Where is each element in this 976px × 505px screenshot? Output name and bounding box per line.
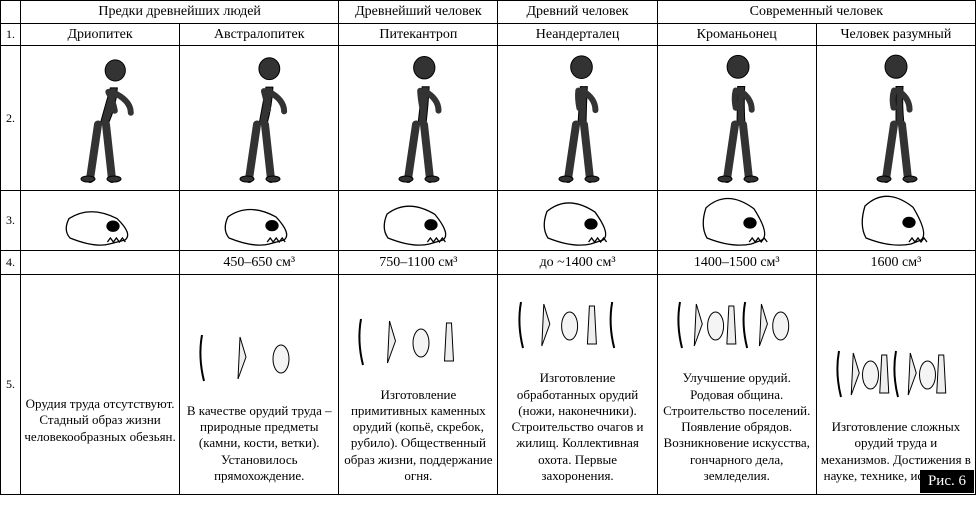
hominid-icon <box>533 53 623 183</box>
corner-cell <box>1 1 21 24</box>
row-num-1: 1. <box>1 23 21 46</box>
description-4: Улучшение орудий. Родовая община. Строит… <box>657 275 816 495</box>
description-5: Изготовление сложных орудий труда и меха… <box>816 275 975 495</box>
volume-3: до ~1400 см³ <box>498 251 657 275</box>
species-4: Кроманьонец <box>657 23 816 46</box>
tools-icon <box>194 327 324 389</box>
skull-icon <box>55 194 145 248</box>
group-1: Древнейший человек <box>339 1 498 24</box>
evolution-table: Предки древнейших людейДревнейший челове… <box>0 0 976 495</box>
group-3: Современный человек <box>657 1 975 24</box>
species-3: Неандерталец <box>498 23 657 46</box>
hominid-icon <box>373 53 463 183</box>
description-3: Изготовление обработанных орудий (ножи, … <box>498 275 657 495</box>
skull-0 <box>21 191 180 251</box>
description-text-2: Изготовление примитивных каменных орудий… <box>342 387 494 485</box>
hominid-icon <box>55 53 145 183</box>
hominid-icon <box>214 53 304 183</box>
skull-row: 3. <box>1 191 976 251</box>
description-0: Орудия труда отсутствуют. Стадный образ … <box>21 275 180 495</box>
volume-2: 750–1100 см³ <box>339 251 498 275</box>
volume-row: 4. 450–650 см³750–1100 см³до ~1400 см³14… <box>1 251 976 275</box>
figure-row: 2. <box>1 46 976 191</box>
row-num-3: 3. <box>1 191 21 251</box>
volume-4: 1400–1500 см³ <box>657 251 816 275</box>
figure-2 <box>339 46 498 191</box>
group-0: Предки древнейших людей <box>21 1 339 24</box>
volume-0 <box>21 251 180 275</box>
header-group-row: Предки древнейших людейДревнейший челове… <box>1 1 976 24</box>
description-text-1: В качестве орудий труда – природные пред… <box>183 403 335 484</box>
skull-icon <box>373 194 463 248</box>
row-num-4: 4. <box>1 251 21 275</box>
skull-5 <box>816 191 975 251</box>
skull-2 <box>339 191 498 251</box>
figure-4 <box>657 46 816 191</box>
tools-icon <box>513 294 643 356</box>
description-text-4: Улучшение орудий. Родовая община. Строит… <box>661 370 813 484</box>
skull-icon <box>533 194 623 248</box>
skull-3 <box>498 191 657 251</box>
tools-icon <box>672 294 802 356</box>
volume-1: 450–650 см³ <box>180 251 339 275</box>
figure-5 <box>816 46 975 191</box>
row-num-5: 5. <box>1 275 21 495</box>
species-0: Дриопитек <box>21 23 180 46</box>
description-2: Изготовление примитивных каменных орудий… <box>339 275 498 495</box>
figure-1 <box>180 46 339 191</box>
figure-label: Рис. 6 <box>920 470 974 493</box>
tools-icon <box>831 343 961 405</box>
description-text-0: Орудия труда отсутствуют. Стадный образ … <box>24 396 176 445</box>
figure-3 <box>498 46 657 191</box>
skull-icon <box>692 194 782 248</box>
description-1: В качестве орудий труда – природные пред… <box>180 275 339 495</box>
species-1: Австралопитек <box>180 23 339 46</box>
species-row: 1.ДриопитекАвстралопитекПитекантропНеанд… <box>1 23 976 46</box>
row-num-2: 2. <box>1 46 21 191</box>
figure-0 <box>21 46 180 191</box>
species-2: Питекантроп <box>339 23 498 46</box>
skull-icon <box>851 194 941 248</box>
description-row: 5. Орудия труда отсутствуют. Стадный обр… <box>1 275 976 495</box>
skull-icon <box>214 194 304 248</box>
group-2: Древний человек <box>498 1 657 24</box>
tools-icon <box>353 311 483 373</box>
hominid-icon <box>851 53 941 183</box>
species-5: Человек разумный <box>816 23 975 46</box>
skull-4 <box>657 191 816 251</box>
volume-5: 1600 см³ <box>816 251 975 275</box>
hominid-icon <box>692 53 782 183</box>
skull-1 <box>180 191 339 251</box>
description-text-3: Изготовление обработанных орудий (ножи, … <box>501 370 653 484</box>
evolution-table-wrapper: Предки древнейших людейДревнейший челове… <box>0 0 976 495</box>
